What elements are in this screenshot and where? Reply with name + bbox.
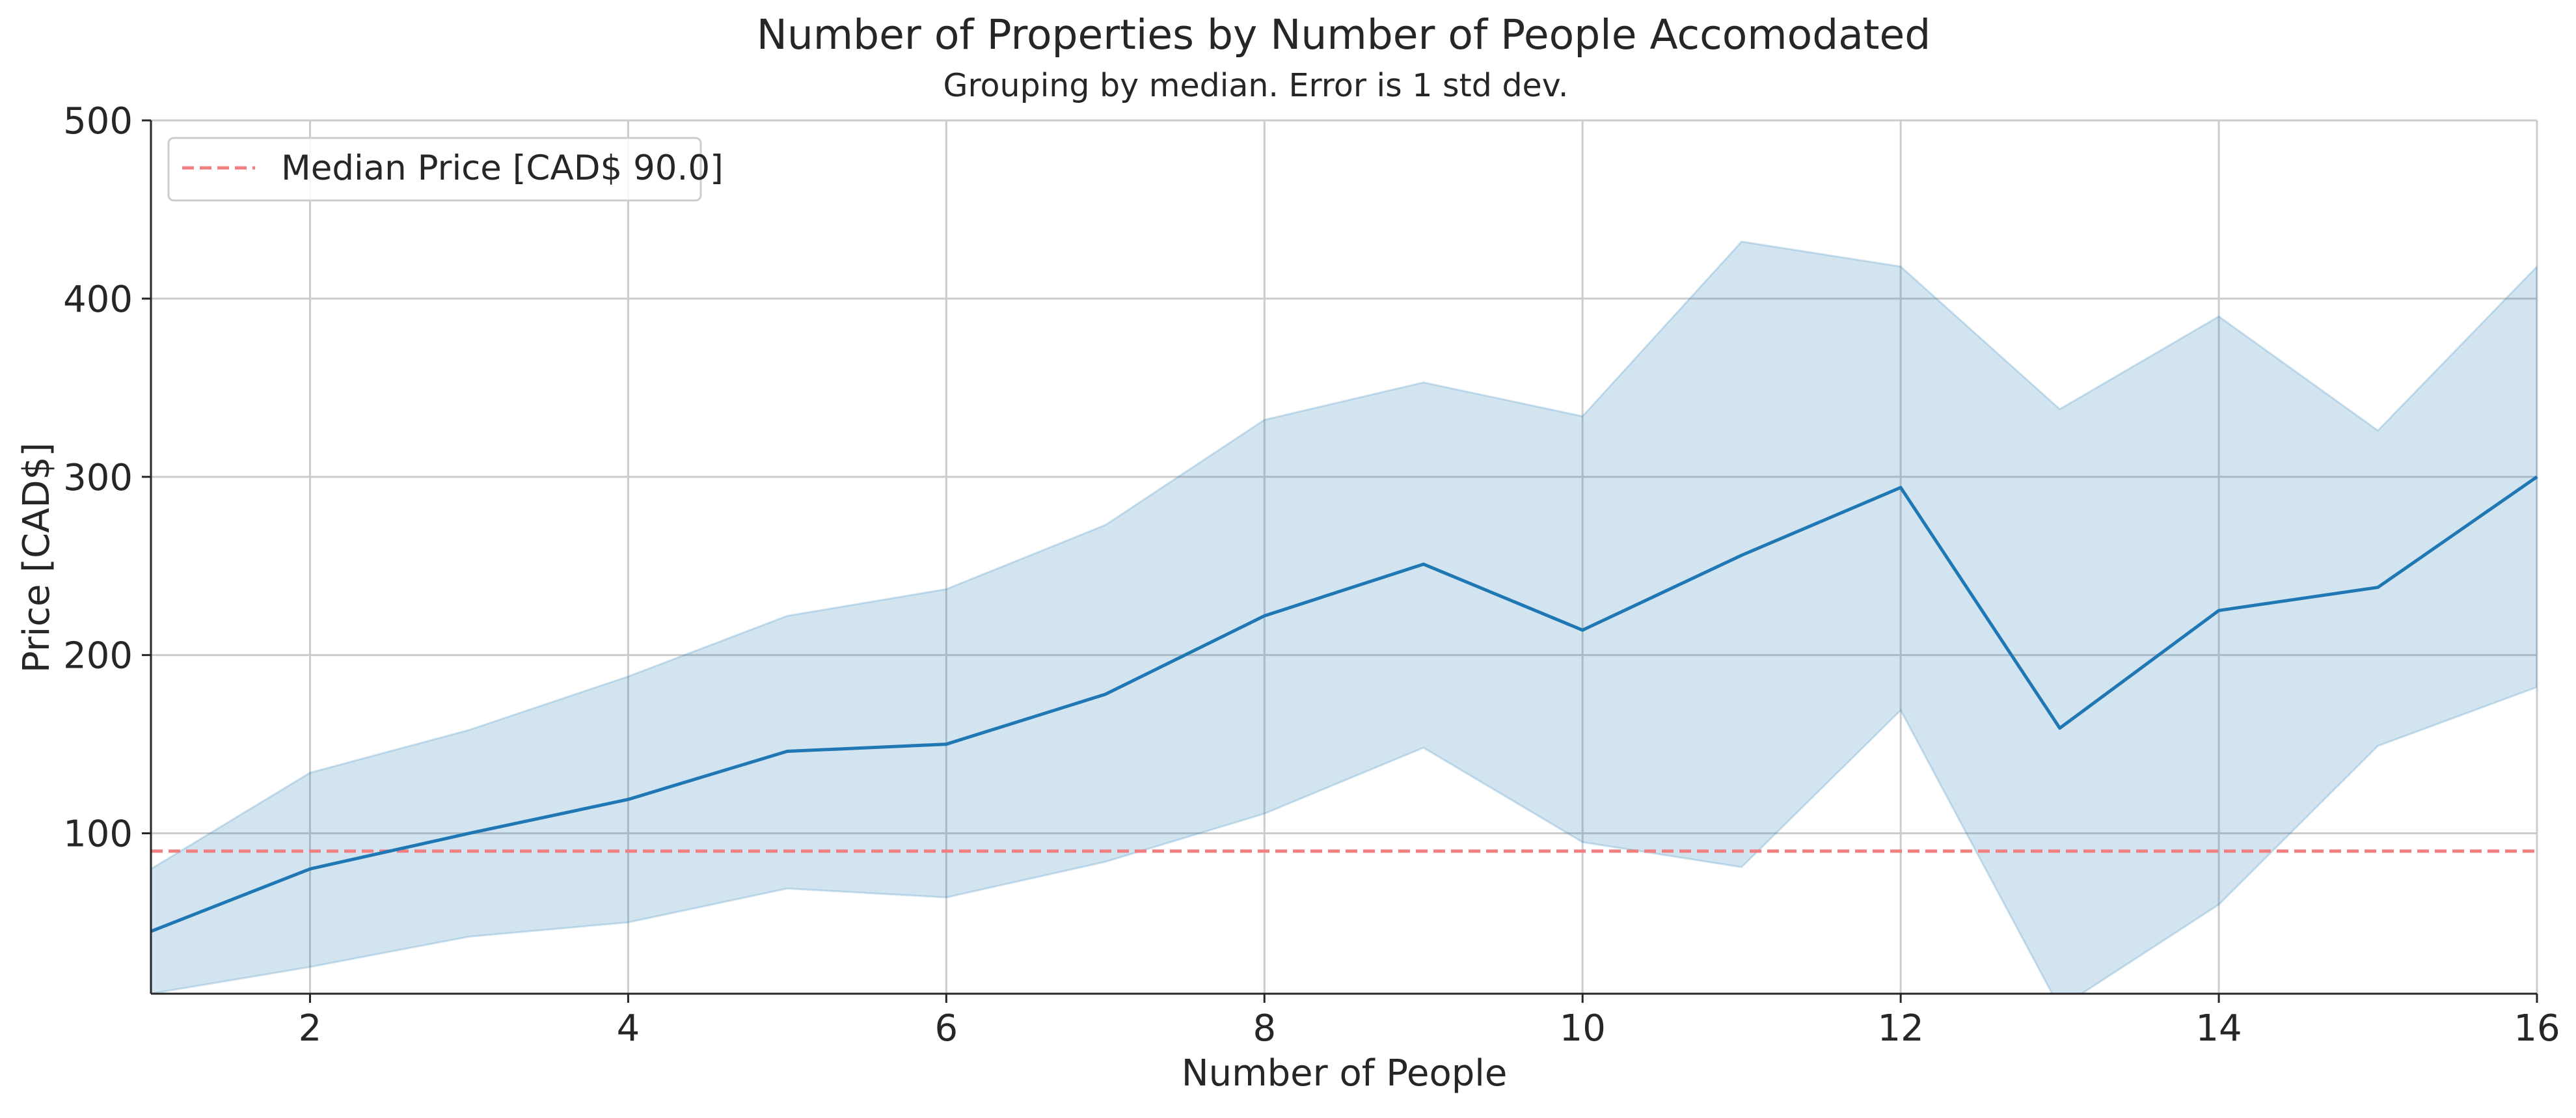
x-tick-label: 4 [617, 1007, 640, 1050]
median-price-series-line [150, 475, 2538, 933]
error-band [151, 240, 2537, 994]
data-point [1582, 629, 1583, 631]
y-tick-label: 400 [63, 279, 133, 321]
x-axis-label: Number of People [1182, 1052, 1508, 1095]
y-tick-label: 300 [63, 457, 133, 499]
y-axis-label: Price [CAD$] [16, 443, 58, 673]
y-tick-label: 200 [63, 635, 133, 677]
chart-title: Number of Properties by Number of People… [757, 11, 1931, 59]
x-tick-label: 2 [299, 1007, 322, 1050]
x-tick-label: 10 [1560, 1007, 1606, 1050]
legend-box [167, 137, 702, 202]
series-line-layer [150, 475, 2538, 933]
legend: Median Price [CAD$ 90.0] [167, 137, 724, 202]
data-point [627, 798, 629, 800]
data-point [468, 833, 470, 834]
x-tick-label: 8 [1253, 1007, 1276, 1050]
y-tick-label: 500 [63, 100, 133, 143]
axes: 2 4 6 8 10 12 14 16 100 200 300 400 500 [63, 100, 2560, 1050]
x-tick-label: 12 [1878, 1007, 1924, 1050]
x-tick-label: 6 [935, 1007, 958, 1050]
chart-subtitle: Grouping by median. Error is 1 std dev. [943, 67, 1569, 104]
x-tick-label: 16 [2514, 1007, 2560, 1050]
data-point [1741, 554, 1742, 556]
error-band-layer [151, 240, 2537, 994]
x-tick-label: 14 [2195, 1007, 2242, 1050]
y-tick-label: 100 [63, 813, 133, 856]
grid [151, 119, 2538, 994]
legend-label-median-price: Median Price [CAD$ 90.0] [281, 148, 724, 188]
data-point [2536, 476, 2538, 478]
